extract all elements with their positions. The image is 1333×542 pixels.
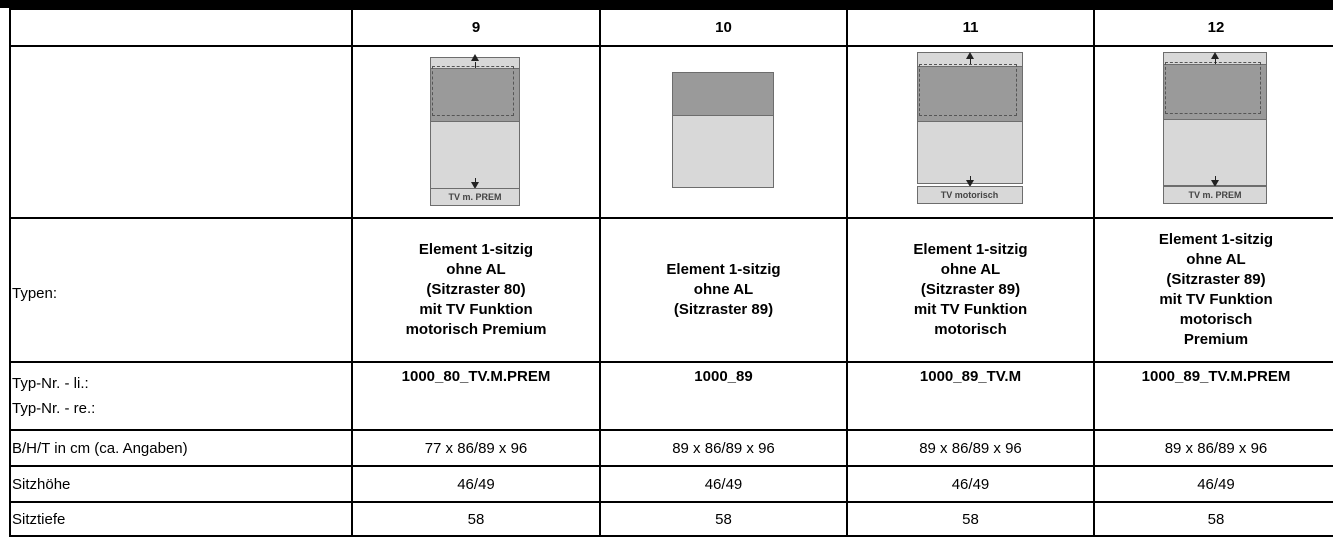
image-cell: TV m. PREM: [351, 45, 601, 219]
type-number-right-label: Typ-Nr. - re.:: [12, 400, 96, 417]
type-line: ohne AL: [1186, 251, 1246, 268]
type-line: (Sitzraster 89): [1166, 271, 1266, 288]
type-line: Element 1-sitzig: [418, 241, 534, 258]
seat-tv-premium-diagram-icon: TV m. PREM: [430, 52, 522, 212]
diagram-caption: TV m. PREM: [1163, 186, 1267, 204]
seat-height-row: Sitzhöhe 46/49 46/49 46/49 46/49: [9, 465, 1333, 503]
seat-tv-motor-diagram-icon: TV motorisch: [916, 52, 1025, 212]
types-row: Typen: Element 1-sitzig ohne AL (Sitzras…: [9, 217, 1333, 363]
dimensions-value: 89 x 86/89 x 96: [1093, 429, 1333, 467]
seat-height-value: 46/49: [1093, 465, 1333, 503]
seat-height-value: 46/49: [846, 465, 1095, 503]
header-row: 9 10 11 12: [9, 8, 1333, 47]
diagram-caption: TV m. PREM: [430, 188, 520, 206]
image-label-cell: [9, 45, 353, 219]
type-number-left: 1000_89_TV.M: [846, 361, 1095, 431]
seat-depth-value: 58: [351, 501, 601, 537]
seat-height-value: 46/49: [351, 465, 601, 503]
dimensions-value: 77 x 86/89 x 96: [351, 429, 601, 467]
type-line: Premium: [1183, 331, 1249, 348]
column-number: 9: [351, 8, 601, 47]
image-cell: TV motorisch: [846, 45, 1095, 219]
type-line: (Sitzraster 89): [673, 301, 774, 318]
type-description: Element 1-sitzig ohne AL (Sitzraster 80)…: [351, 217, 601, 363]
seat-depth-label: Sitztiefe: [9, 501, 353, 537]
seat-depth-value: 58: [599, 501, 848, 537]
type-number-left: 1000_89_TV.M.PREM: [1093, 361, 1333, 431]
type-number-left: 1000_89: [599, 361, 848, 431]
seat-tv-premium-diagram-icon: TV m. PREM: [1163, 52, 1269, 212]
type-description: Element 1-sitzig ohne AL (Sitzraster 89)…: [1093, 217, 1333, 363]
seat-depth-row: Sitztiefe 58 58 58 58: [9, 501, 1333, 537]
type-line: motorisch Premium: [405, 321, 547, 338]
type-line: Element 1-sitzig: [666, 261, 781, 278]
header-empty-cell: [9, 8, 353, 47]
type-line: motorisch: [934, 321, 1007, 338]
types-label: Typen:: [12, 284, 58, 302]
type-line: ohne AL: [446, 261, 506, 278]
spec-table: 9 10 11 12 TV m. PREM: [9, 8, 1333, 537]
column-number: 12: [1093, 8, 1333, 47]
seat-depth-value: 58: [1093, 501, 1333, 537]
seat-plain-diagram-icon: [671, 72, 776, 192]
type-number-label-cell: Typ-Nr. - li.: Typ-Nr. - re.:: [9, 361, 353, 431]
type-number-left: 1000_80_TV.M.PREM: [351, 361, 601, 431]
column-number: 10: [599, 8, 848, 47]
dimensions-label: B/H/T in cm (ca. Angaben): [9, 429, 353, 467]
type-line: ohne AL: [693, 281, 754, 298]
image-cell: [599, 45, 848, 219]
dimensions-row: B/H/T in cm (ca. Angaben) 77 x 86/89 x 9…: [9, 429, 1333, 467]
type-description: Element 1-sitzig ohne AL (Sitzraster 89)…: [846, 217, 1095, 363]
image-row: TV m. PREM: [9, 45, 1333, 219]
type-line: Element 1-sitzig: [913, 241, 1028, 258]
type-line: (Sitzraster 80): [426, 281, 526, 298]
seat-depth-value: 58: [846, 501, 1095, 537]
type-line: mit TV Funktion: [419, 301, 533, 318]
image-cell: TV m. PREM: [1093, 45, 1333, 219]
types-label-cell: Typen:: [9, 217, 353, 363]
type-line: (Sitzraster 89): [920, 281, 1021, 298]
type-line: Element 1-sitzig: [1158, 231, 1274, 248]
type-number-row: Typ-Nr. - li.: Typ-Nr. - re.: 1000_80_TV…: [9, 361, 1333, 431]
type-number-left-label: Typ-Nr. - li.:: [12, 375, 89, 392]
column-number: 11: [846, 8, 1095, 47]
type-line: mit TV Funktion: [1159, 291, 1273, 308]
dimensions-value: 89 x 86/89 x 96: [846, 429, 1095, 467]
type-line: mit TV Funktion: [913, 301, 1028, 318]
seat-height-label: Sitzhöhe: [9, 465, 353, 503]
type-line: ohne AL: [940, 261, 1001, 278]
type-line: motorisch: [1179, 311, 1253, 328]
dimensions-value: 89 x 86/89 x 96: [599, 429, 848, 467]
top-border: [0, 0, 1333, 8]
type-description: Element 1-sitzig ohne AL (Sitzraster 89): [599, 217, 848, 363]
seat-height-value: 46/49: [599, 465, 848, 503]
diagram-caption: TV motorisch: [916, 186, 1023, 204]
